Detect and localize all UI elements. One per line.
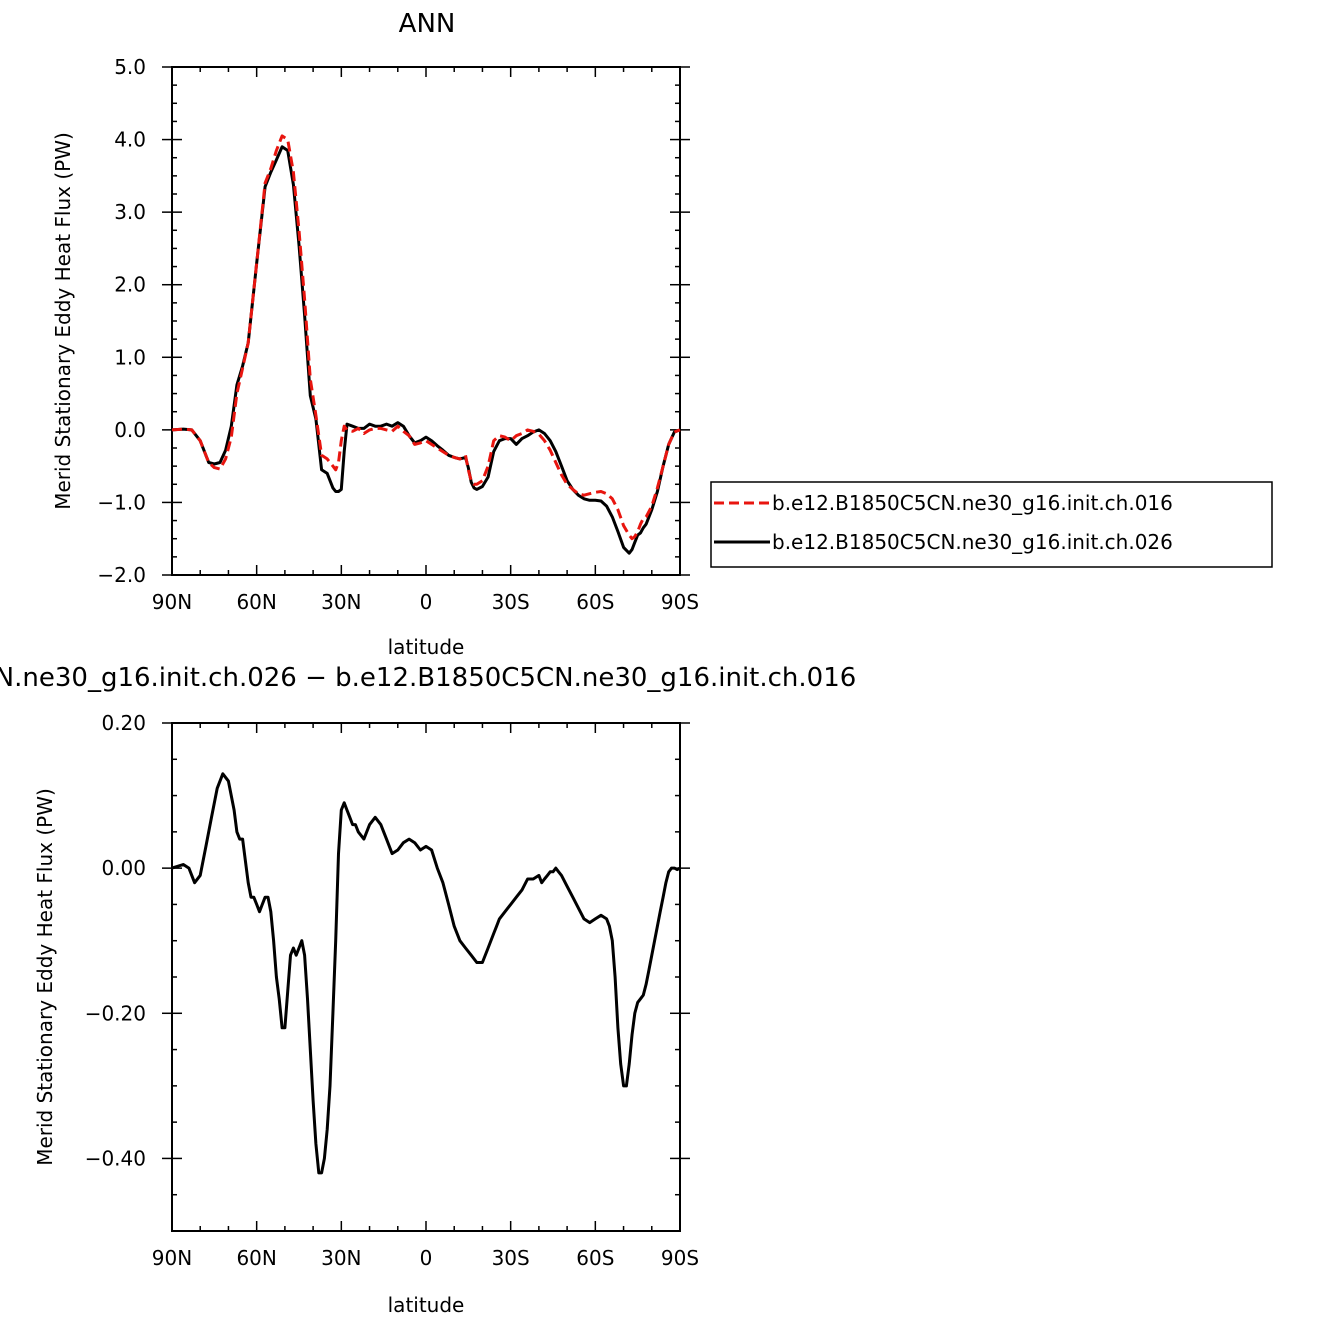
bottom-ticks <box>162 722 690 1232</box>
top-y-axis-label: Merid Stationary Eddy Heat Flux (PW) <box>51 132 75 510</box>
y-tick-label: 0.20 <box>101 711 146 735</box>
x-tick-label: 30N <box>321 1246 361 1270</box>
bottom-x-tick-labels: 90N 60N 30N 0 30S 60S 90S <box>152 1246 699 1270</box>
top-series-group <box>171 134 681 555</box>
y-tick-label: 1.0 <box>114 345 146 369</box>
x-tick-label: 30S <box>492 1246 530 1270</box>
y-tick-label: 2.0 <box>114 273 146 297</box>
y-tick-label: 0.0 <box>114 418 146 442</box>
series-line-1 <box>171 772 681 1175</box>
legend-box <box>710 481 1273 568</box>
top-chart-title: ANN <box>399 9 456 39</box>
x-tick-label: 90S <box>661 590 699 614</box>
bottom-y-tick-labels: −0.40 −0.20 0.00 0.20 <box>85 711 146 1170</box>
bottom-x-axis-label: latitude <box>388 1293 465 1317</box>
x-tick-label: 60S <box>576 1246 614 1270</box>
y-tick-label: 4.0 <box>114 128 146 152</box>
top-plot-area <box>162 66 690 576</box>
top-plot-frame <box>171 66 681 576</box>
x-tick-label: 30S <box>492 590 530 614</box>
x-tick-label: 90S <box>661 1246 699 1270</box>
bottom-plot-frame <box>171 722 681 1232</box>
x-tick-label: 0 <box>420 590 433 614</box>
top-panel: ANN −2.0 −1.0 0.0 1.0 2.0 3.0 4.0 5.0 90N 60N 30N… <box>51 9 1273 659</box>
y-tick-label: −1.0 <box>97 490 146 514</box>
bottom-plot-area <box>162 722 690 1232</box>
y-tick-label: 5.0 <box>114 55 146 79</box>
y-tick-label: −0.20 <box>85 1001 146 1025</box>
legend-label-series-1: b.e12.B1850C5CN.ne30_g16.init.ch.016 <box>772 491 1173 515</box>
top-x-tick-labels: 90N 60N 30N 0 30S 60S 90S <box>152 590 699 614</box>
x-tick-label: 60N <box>236 590 276 614</box>
top-y-tick-labels: −2.0 −1.0 0.0 1.0 2.0 3.0 4.0 5.0 <box>97 55 146 587</box>
y-tick-label: 0.00 <box>101 856 146 880</box>
legend-label-series-2: b.e12.B1850C5CN.ne30_g16.init.ch.026 <box>772 530 1173 554</box>
y-tick-label: 3.0 <box>114 200 146 224</box>
x-tick-label: 0 <box>420 1246 433 1270</box>
bottom-series-group <box>171 772 681 1175</box>
top-ticks <box>162 66 690 576</box>
x-tick-label: 60N <box>236 1246 276 1270</box>
x-tick-label: 90N <box>152 590 192 614</box>
series-line-1 <box>171 134 681 541</box>
y-tick-label: −0.40 <box>85 1146 146 1170</box>
top-x-axis-label: latitude <box>388 635 465 659</box>
y-tick-label: −2.0 <box>97 563 146 587</box>
bottom-y-axis-label: Merid Stationary Eddy Heat Flux (PW) <box>33 788 57 1166</box>
x-tick-label: 30N <box>321 590 361 614</box>
bottom-chart-title: b.e12.B1850C5CN.ne30_g16.init.ch.026 − b… <box>0 663 856 693</box>
x-tick-label: 90N <box>152 1246 192 1270</box>
bottom-panel: b.e12.B1850C5CN.ne30_g16.init.ch.026 − b… <box>0 663 856 1317</box>
x-tick-label: 60S <box>576 590 614 614</box>
legend: b.e12.B1850C5CN.ne30_g16.init.ch.016 b.e… <box>710 481 1273 568</box>
